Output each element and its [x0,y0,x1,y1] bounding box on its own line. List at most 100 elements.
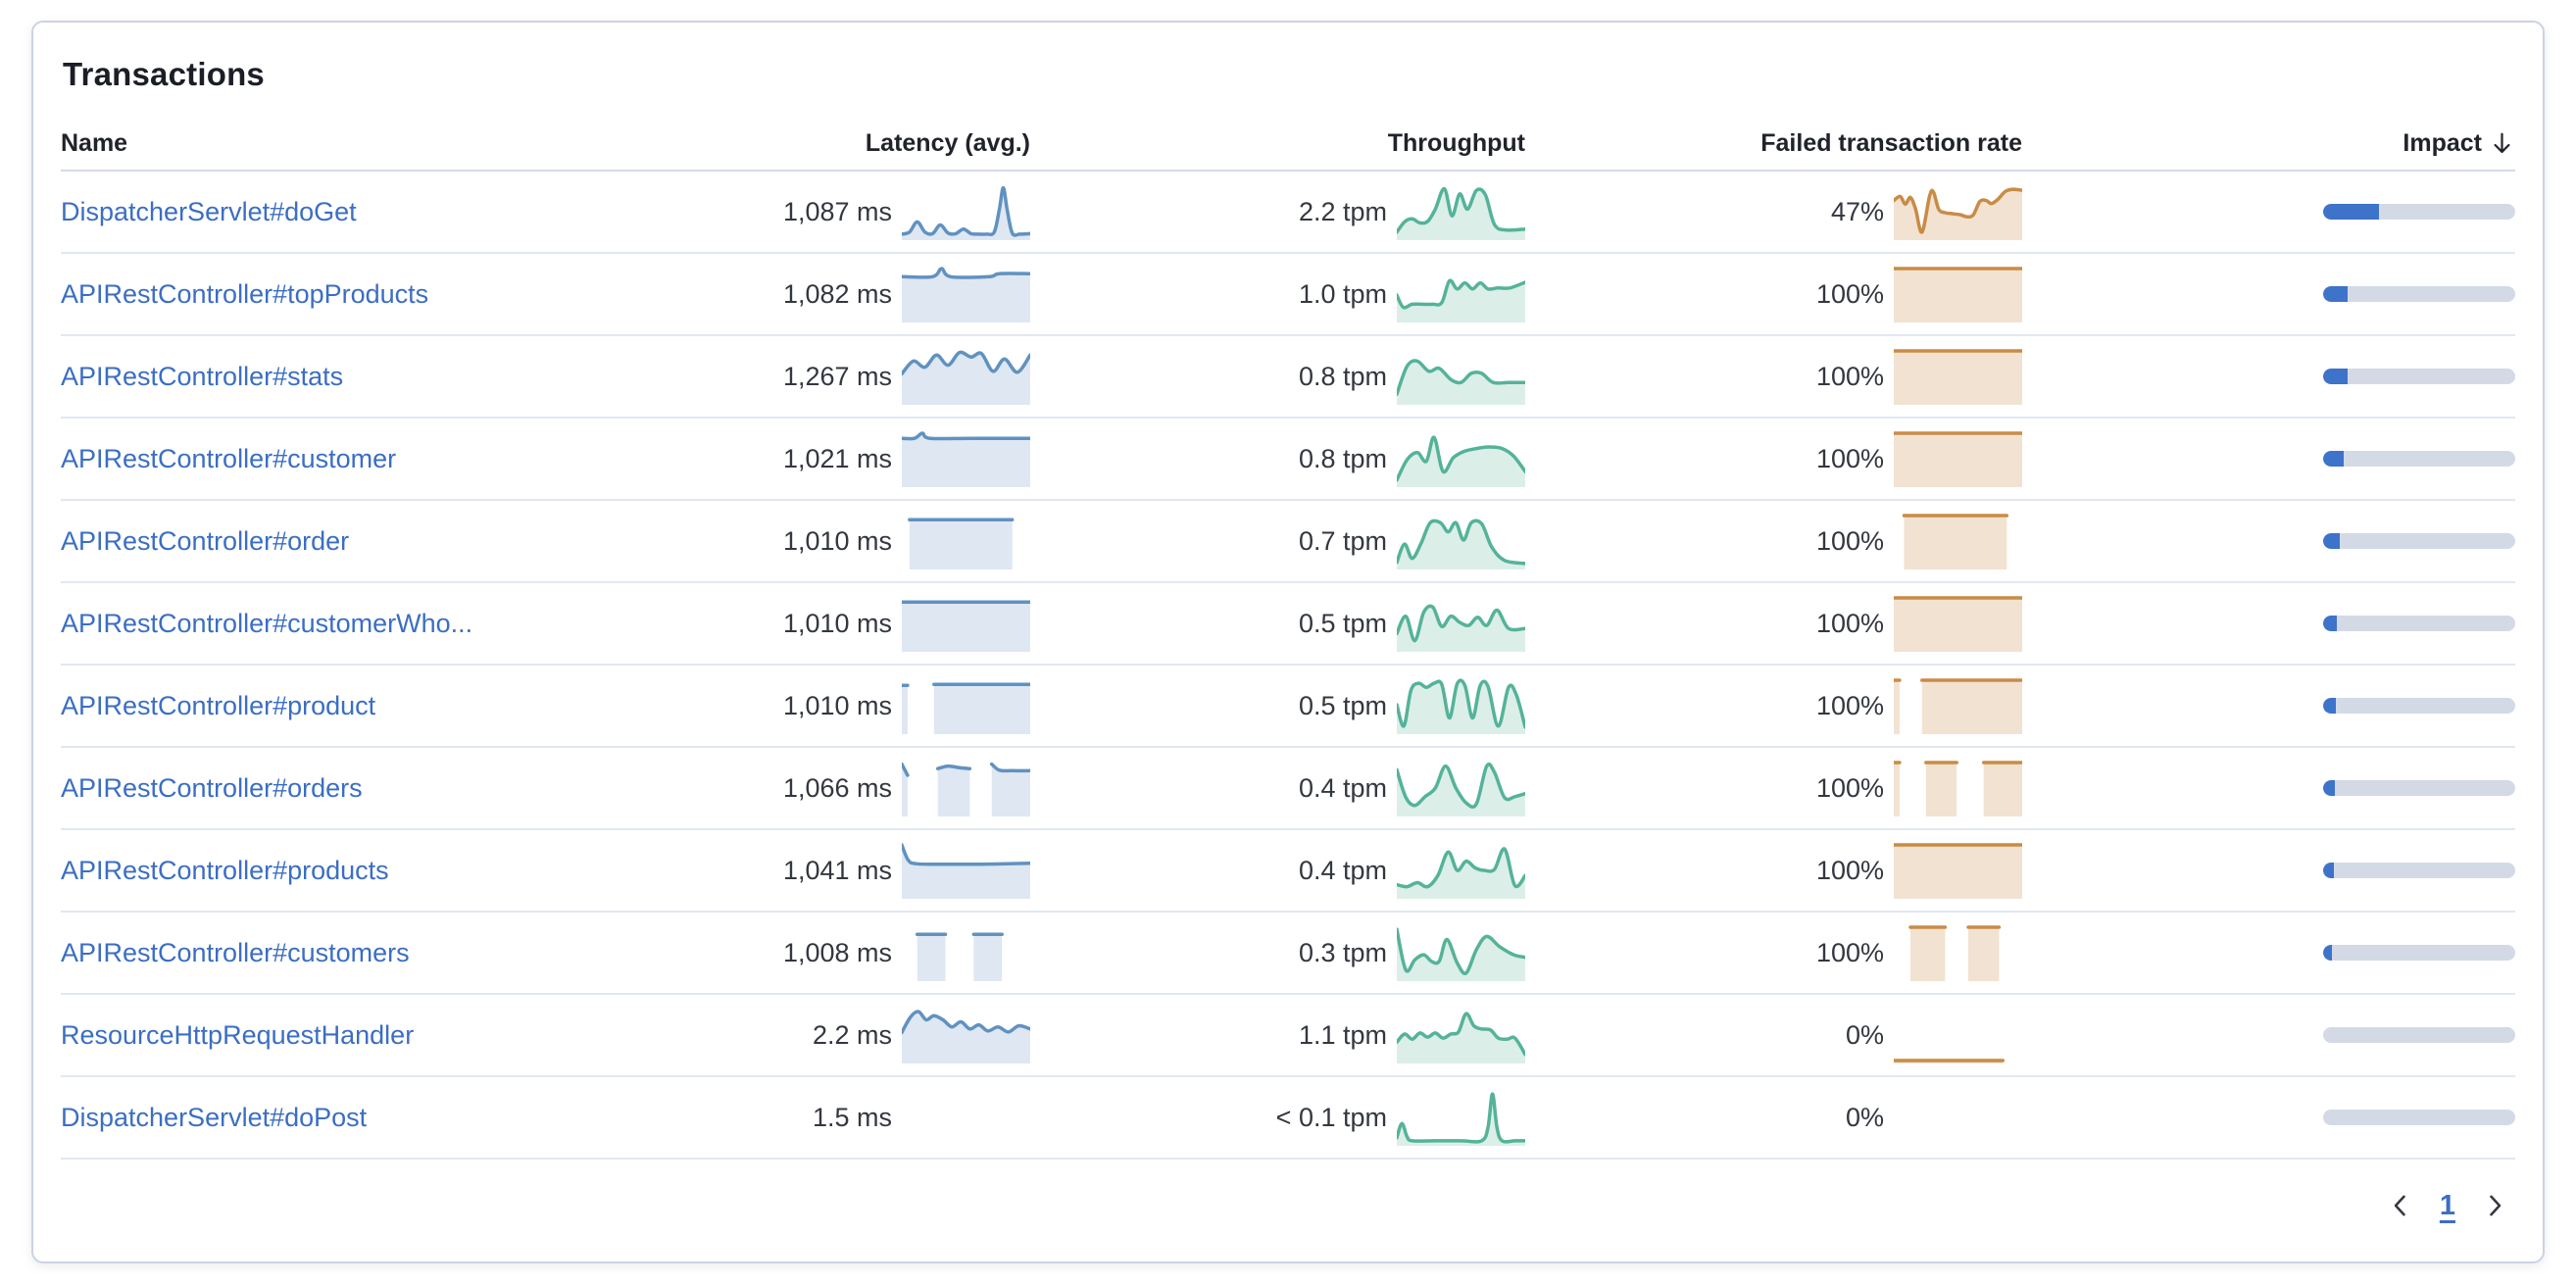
name-cell: DispatcherServlet#doGet [61,197,579,227]
throughput-cell: 0.4 tpm [1030,760,1525,816]
impact-cell [2022,780,2515,796]
transaction-link[interactable]: APIRestController#customer [61,443,397,473]
failed-rate-sparkline [1908,925,2002,981]
column-header-name[interactable]: Name [61,128,128,157]
impact-bar [2323,780,2515,796]
name-cell: APIRestController#customerWho... [61,609,579,639]
failed-rate-sparkline [1894,1059,2006,1063]
throughput-cell: 0.5 tpm [1030,677,1525,734]
latency-sparkline [902,1089,1030,1146]
transaction-link[interactable]: DispatcherServlet#doGet [61,196,357,226]
transaction-link[interactable]: APIRestController#stats [61,361,344,391]
failed-rate-sparkline [1894,267,2022,322]
failed-rate-value: 0% [1845,1102,1884,1132]
name-cell: APIRestController#product [61,691,579,721]
latency-sparkline [908,518,1015,569]
name-cell: APIRestController#products [61,856,579,886]
impact-cell [2022,863,2515,878]
latency-sparkline [902,431,1030,487]
impact-cell [2022,945,2515,961]
latency-sparkline [902,185,1030,240]
latency-sparkline [902,682,1030,734]
column-header-throughput[interactable]: Throughput [1387,128,1525,157]
latency-cell: 1,087 ms [579,183,1030,240]
throughput-cell: 0.8 tpm [1030,430,1525,487]
name-cell: APIRestController#orders [61,773,579,804]
transaction-link[interactable]: DispatcherServlet#doPost [61,1102,368,1132]
impact-bar-fill [2323,780,2335,796]
impact-cell [2022,698,2515,714]
throughput-sparkline [1397,604,1525,652]
failed-rate-value: 100% [1815,525,1884,556]
latency-value: 1.5 ms [812,1102,892,1132]
transaction-link[interactable]: APIRestController#customers [61,937,410,967]
impact-bar [2323,286,2515,302]
column-header-impact-label: Impact [2403,128,2482,157]
throughput-sparkline [1397,678,1525,734]
transaction-link[interactable]: APIRestController#order [61,525,350,556]
column-header-impact[interactable]: Impact [2022,129,2515,158]
impact-bar-fill [2323,451,2344,467]
failed-rate-sparkline [1894,843,2022,899]
impact-bar [2323,204,2515,220]
throughput-cell: < 0.1 tpm [1030,1089,1525,1146]
throughput-sparkline [1397,1012,1525,1063]
failed-rate-cell: 100% [1525,595,2022,652]
next-page-button[interactable] [2476,1187,2513,1224]
impact-bar [2323,698,2515,714]
latency-value: 1,021 ms [782,443,892,473]
failed-rate-value: 0% [1845,1019,1884,1050]
column-header-latency[interactable]: Latency (avg.) [865,128,1030,157]
latency-cell: 1,008 ms [579,924,1030,981]
chevron-left-icon [2394,1195,2405,1216]
latency-value: 1,010 ms [782,608,892,638]
latency-sparkline [915,932,1004,981]
latency-sparkline [902,350,1030,405]
impact-cell [2022,369,2515,384]
impact-bar-fill [2323,863,2334,878]
failed-rate-value: 100% [1815,690,1884,720]
failed-rate-value: 47% [1830,196,1884,226]
name-cell: ResourceHttpRequestHandler [61,1020,579,1051]
impact-cell [2022,1027,2515,1043]
impact-cell [2022,616,2515,631]
failed-rate-cell: 100% [1525,924,2022,981]
transaction-link[interactable]: APIRestController#customerWho... [61,608,473,638]
latency-value: 1,267 ms [782,361,892,391]
transaction-link[interactable]: ResourceHttpRequestHandler [61,1019,415,1050]
throughput-cell: 0.8 tpm [1030,348,1525,405]
transaction-link[interactable]: APIRestController#orders [61,772,363,803]
throughput-value: 1.1 tpm [1298,1019,1387,1050]
page-number-1[interactable]: 1 [2439,1189,2455,1221]
table-row: APIRestController#orders 1,066 ms 0.4 tp… [61,748,2515,830]
column-header-failed-rate[interactable]: Failed transaction rate [1760,128,2022,157]
impact-bar [2323,369,2515,384]
latency-cell: 1,041 ms [579,842,1030,899]
throughput-value: 1.0 tpm [1298,278,1387,309]
failed-rate-cell: 100% [1525,513,2022,569]
throughput-sparkline [1397,762,1525,816]
throughput-cell: 0.4 tpm [1030,842,1525,899]
previous-page-button[interactable] [2382,1187,2419,1224]
failed-rate-value: 100% [1815,772,1884,803]
throughput-sparkline [1397,927,1525,981]
throughput-sparkline [1397,435,1525,487]
transaction-link[interactable]: APIRestController#products [61,855,389,885]
failed-rate-sparkline [1894,596,2022,652]
throughput-value: 0.5 tpm [1298,690,1387,720]
transaction-link[interactable]: APIRestController#topProducts [61,278,429,309]
table-row: APIRestController#customer 1,021 ms 0.8 … [61,419,2515,501]
failed-rate-value: 100% [1815,278,1884,309]
failed-rate-sparkline [1894,349,2022,405]
transaction-link[interactable]: APIRestController#product [61,690,376,720]
impact-cell [2022,451,2515,467]
throughput-sparkline [1397,278,1525,322]
impact-bar [2323,533,2515,549]
name-cell: APIRestController#customer [61,444,579,474]
failed-rate-value: 100% [1815,608,1884,638]
table-row: DispatcherServlet#doPost 1.5 ms < 0.1 tp… [61,1077,2515,1160]
transactions-panel: Transactions Name Latency (avg.) Through… [31,21,2545,1263]
failed-rate-sparkline [1894,187,2022,240]
throughput-value: 0.7 tpm [1298,525,1387,556]
latency-cell: 2.2 ms [579,1007,1030,1063]
